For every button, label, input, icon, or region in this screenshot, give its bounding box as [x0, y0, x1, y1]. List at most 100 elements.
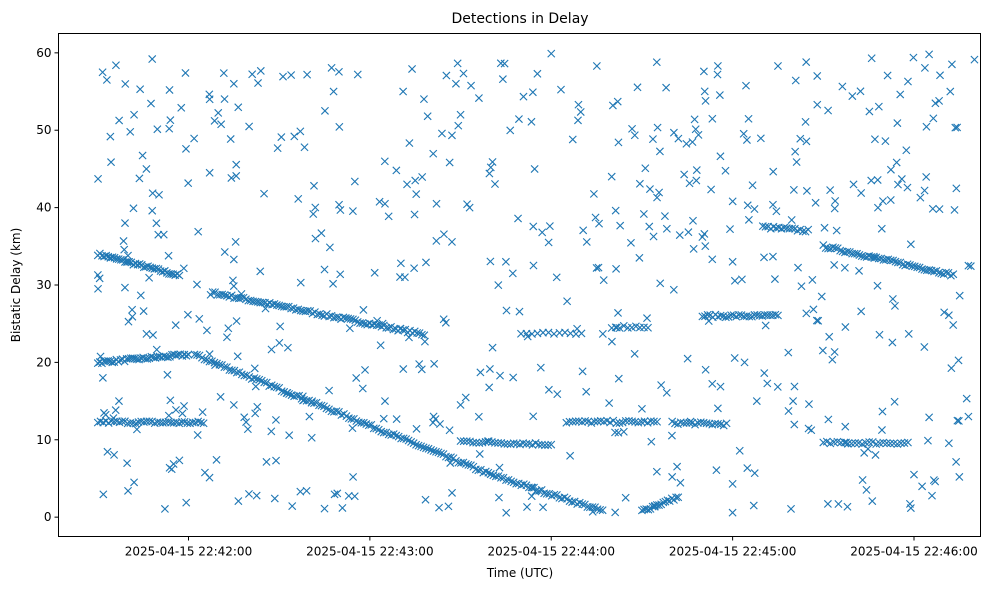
- data-point: [475, 439, 484, 447]
- data-point: [840, 263, 849, 272]
- data-point: [970, 55, 979, 64]
- data-point: [164, 411, 173, 420]
- data-point: [920, 186, 929, 195]
- data-point: [396, 273, 404, 282]
- data-point: [727, 311, 736, 320]
- data-point: [955, 472, 964, 481]
- data-point: [282, 302, 291, 311]
- data-point: [107, 158, 116, 167]
- data-point: [456, 400, 465, 409]
- data-point: [951, 123, 960, 132]
- data-point: [359, 305, 368, 314]
- data-point: [937, 269, 946, 278]
- data-point: [935, 96, 944, 105]
- x-axis-label: Time (UTC): [486, 566, 553, 580]
- data-point: [614, 138, 623, 147]
- data-point: [124, 317, 133, 326]
- data-point: [565, 417, 574, 426]
- data-point: [888, 294, 897, 303]
- data-point: [649, 232, 658, 241]
- data-point: [246, 296, 255, 305]
- data-point: [240, 371, 249, 380]
- data-point: [143, 354, 152, 363]
- data-point: [770, 275, 779, 284]
- x-tick-label: 2025-04-15 22:43:00: [306, 545, 433, 559]
- data-point: [874, 102, 883, 111]
- data-point: [358, 319, 367, 327]
- data-point: [857, 188, 866, 197]
- data-point: [631, 417, 640, 426]
- data-point: [485, 169, 494, 178]
- data-point: [643, 314, 652, 323]
- data-point: [439, 230, 448, 239]
- data-point: [708, 379, 717, 388]
- data-point: [851, 439, 860, 447]
- data-point: [514, 115, 523, 124]
- data-point: [849, 180, 858, 189]
- data-point: [873, 175, 882, 184]
- data-point: [275, 301, 284, 310]
- x-tick-label: 2025-04-15 22:46:00: [850, 545, 977, 559]
- data-point: [205, 90, 214, 99]
- data-point: [692, 176, 701, 185]
- data-point: [254, 79, 263, 88]
- data-point: [111, 406, 120, 415]
- data-point: [392, 415, 401, 424]
- data-point: [348, 207, 357, 216]
- data-point: [828, 243, 837, 252]
- data-point: [329, 87, 338, 96]
- data-point: [519, 92, 528, 101]
- data-point: [841, 422, 850, 431]
- data-point: [174, 350, 183, 359]
- data-point: [285, 431, 294, 440]
- data-point: [791, 76, 800, 85]
- data-point: [909, 53, 918, 62]
- data-point: [637, 506, 646, 515]
- data-point: [683, 354, 692, 363]
- data-point: [675, 231, 684, 240]
- data-point: [415, 360, 424, 369]
- data-point: [146, 263, 155, 272]
- data-point: [220, 291, 229, 300]
- data-point: [348, 424, 357, 433]
- data-point: [302, 486, 311, 495]
- data-point: [842, 438, 851, 447]
- data-point: [547, 49, 556, 58]
- data-point: [270, 299, 279, 308]
- data-point: [591, 213, 600, 222]
- data-point: [245, 122, 254, 131]
- data-point: [614, 374, 623, 383]
- data-point: [481, 437, 490, 446]
- data-point: [613, 97, 622, 106]
- data-point: [916, 193, 925, 202]
- data-point: [296, 127, 305, 136]
- data-point: [325, 312, 334, 321]
- data-point: [628, 124, 637, 133]
- data-point: [928, 491, 936, 500]
- data-point: [578, 367, 587, 376]
- data-point: [272, 301, 281, 310]
- data-point: [621, 417, 630, 425]
- data-point: [831, 196, 840, 205]
- data-point: [165, 85, 174, 94]
- data-point: [250, 374, 259, 383]
- data-point: [94, 284, 103, 293]
- data-point: [349, 472, 358, 481]
- data-point: [635, 253, 644, 262]
- data-point: [502, 306, 511, 315]
- data-point: [496, 371, 505, 380]
- data-point: [116, 255, 125, 264]
- data-point: [451, 79, 460, 88]
- data-point: [749, 501, 758, 510]
- data-point: [896, 90, 905, 99]
- data-point: [184, 350, 193, 359]
- data-point: [931, 99, 940, 108]
- data-point: [608, 101, 617, 110]
- data-point: [441, 318, 450, 327]
- data-point: [643, 323, 652, 332]
- data-point: [798, 227, 807, 236]
- data-point: [456, 458, 465, 467]
- data-point: [760, 253, 769, 262]
- data-point: [545, 222, 554, 231]
